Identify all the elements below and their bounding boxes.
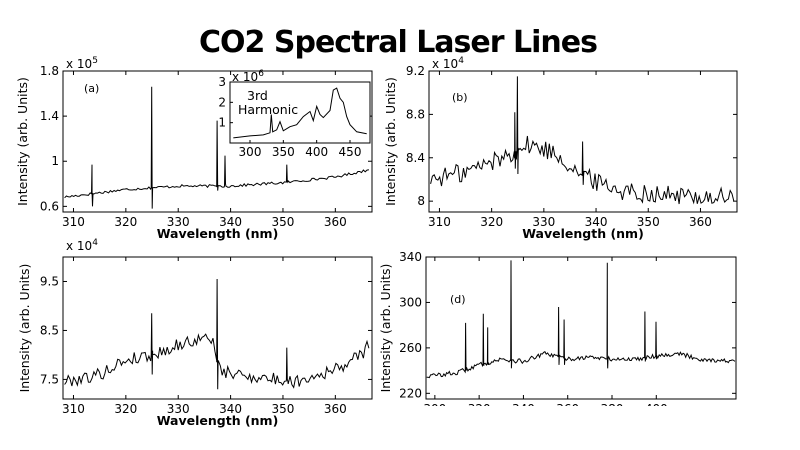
chart-panels: 310 320 330 340 350 360 0.6 1 1.4 1.8 Wavelength (…	[15, 56, 738, 428]
y-tick-label: 9.2	[406, 64, 425, 78]
inset-spectrum-line	[233, 87, 367, 139]
inset-y-tick-label: 2	[218, 95, 226, 109]
x-tick-label: 340	[219, 402, 242, 416]
inset-x-tick-label: 400	[305, 145, 328, 159]
panel-label: (b)	[452, 91, 468, 104]
chart-panel-c: 310 320 330 340 350 360 7.5 8.5 9.5 Wavelength (n…	[17, 238, 373, 428]
y-multiplier: x 104	[432, 56, 464, 71]
x-tick-label: 330	[532, 215, 555, 229]
figure-title: CO2 Spectral Laser Lines	[199, 25, 597, 60]
y-tick-label: 220	[399, 386, 422, 400]
y-tick-label: 1.4	[40, 109, 59, 123]
x-tick-label: 340	[219, 215, 242, 229]
inset-frame	[229, 81, 371, 144]
plot-frame	[428, 70, 738, 213]
plot-frame	[425, 256, 737, 400]
x-tick-label: 340	[512, 402, 535, 416]
inset-annotation-line1: 3rd	[247, 88, 268, 103]
x-tick-label: 300	[423, 402, 446, 416]
y-tick-label: 8	[417, 194, 425, 208]
x-tick-label: 330	[167, 215, 190, 229]
x-tick-label: 310	[62, 215, 85, 229]
inset-y-tick-label: 3	[218, 75, 226, 89]
inset-y-multiplier: x 106	[232, 69, 264, 84]
x-tick-label: 320	[114, 215, 137, 229]
y-tick-label: 9.5	[40, 274, 59, 288]
chart-panel-a: 310 320 330 340 350 360 0.6 1 1.4 1.8 Wavelength (…	[15, 56, 373, 241]
y-axis-label: Intensity (arb. Units)	[15, 77, 30, 206]
x-axis-label: Wavelength (nm)	[522, 226, 644, 241]
spectrum-line	[64, 86, 370, 209]
x-tick-label: 350	[272, 402, 295, 416]
y-tick-label: 260	[399, 341, 422, 355]
panel-label: (a)	[84, 82, 99, 95]
plot-frame	[62, 70, 373, 213]
x-tick-label: 350	[272, 215, 295, 229]
inset-x-tick-label: 350	[272, 145, 295, 159]
inset-annotation-line2: Harmonic	[238, 102, 298, 117]
spectrum-line	[426, 260, 736, 379]
y-tick-label: 340	[399, 250, 422, 264]
y-multiplier: x 104	[66, 238, 98, 253]
x-tick-label: 360	[324, 402, 347, 416]
y-axis-label: Intensity (arb. Units)	[378, 264, 393, 393]
x-axis-label: Wavelength (nm)	[157, 226, 279, 241]
x-tick-label: 360	[324, 215, 347, 229]
x-tick-label: 360	[556, 402, 579, 416]
plot-frame	[62, 256, 373, 400]
x-tick-label: 350	[637, 215, 660, 229]
x-tick-label: 310	[428, 215, 451, 229]
y-axis-label: Intensity (arb. Units)	[17, 264, 32, 393]
chart-panel-d: 300 320 340 360 380 400 220 260 300 340 Intensity …	[378, 250, 737, 416]
x-tick-label: 340	[585, 215, 608, 229]
inset-y-tick-label: 1	[218, 116, 226, 130]
x-tick-label: 320	[480, 215, 503, 229]
x-tick-label: 330	[167, 402, 190, 416]
y-tick-label: 8.5	[40, 323, 59, 337]
inset-x-tick-label: 300	[239, 145, 262, 159]
y-tick-label: 7.5	[40, 372, 59, 386]
y-tick-label: 8.8	[406, 107, 425, 121]
y-tick-label: 1.8	[40, 64, 59, 78]
y-tick-label: 300	[399, 295, 422, 309]
x-tick-label: 360	[689, 215, 712, 229]
x-tick-label: 320	[114, 402, 137, 416]
spectrum-line	[430, 76, 735, 205]
spectrum-line	[64, 278, 370, 390]
x-tick-label: 310	[62, 402, 85, 416]
y-axis-label: Intensity (arb. Units)	[383, 77, 398, 206]
x-tick-label: 320	[468, 402, 491, 416]
inset-x-tick-label: 450	[339, 145, 362, 159]
y-tick-label: 8.4	[406, 151, 425, 165]
chart-panel-b: 310 320 330 340 350 360 8 8.4 8.8 9.2 Wavelength (…	[383, 56, 738, 241]
x-tick-label: 380	[601, 402, 624, 416]
y-multiplier: x 105	[66, 56, 98, 71]
x-tick-label: 400	[645, 402, 668, 416]
y-tick-label: 0.6	[40, 199, 59, 213]
x-axis-label: Wavelength (nm)	[157, 413, 279, 428]
panel-label: (d)	[450, 293, 466, 306]
y-tick-label: 1	[51, 154, 59, 168]
